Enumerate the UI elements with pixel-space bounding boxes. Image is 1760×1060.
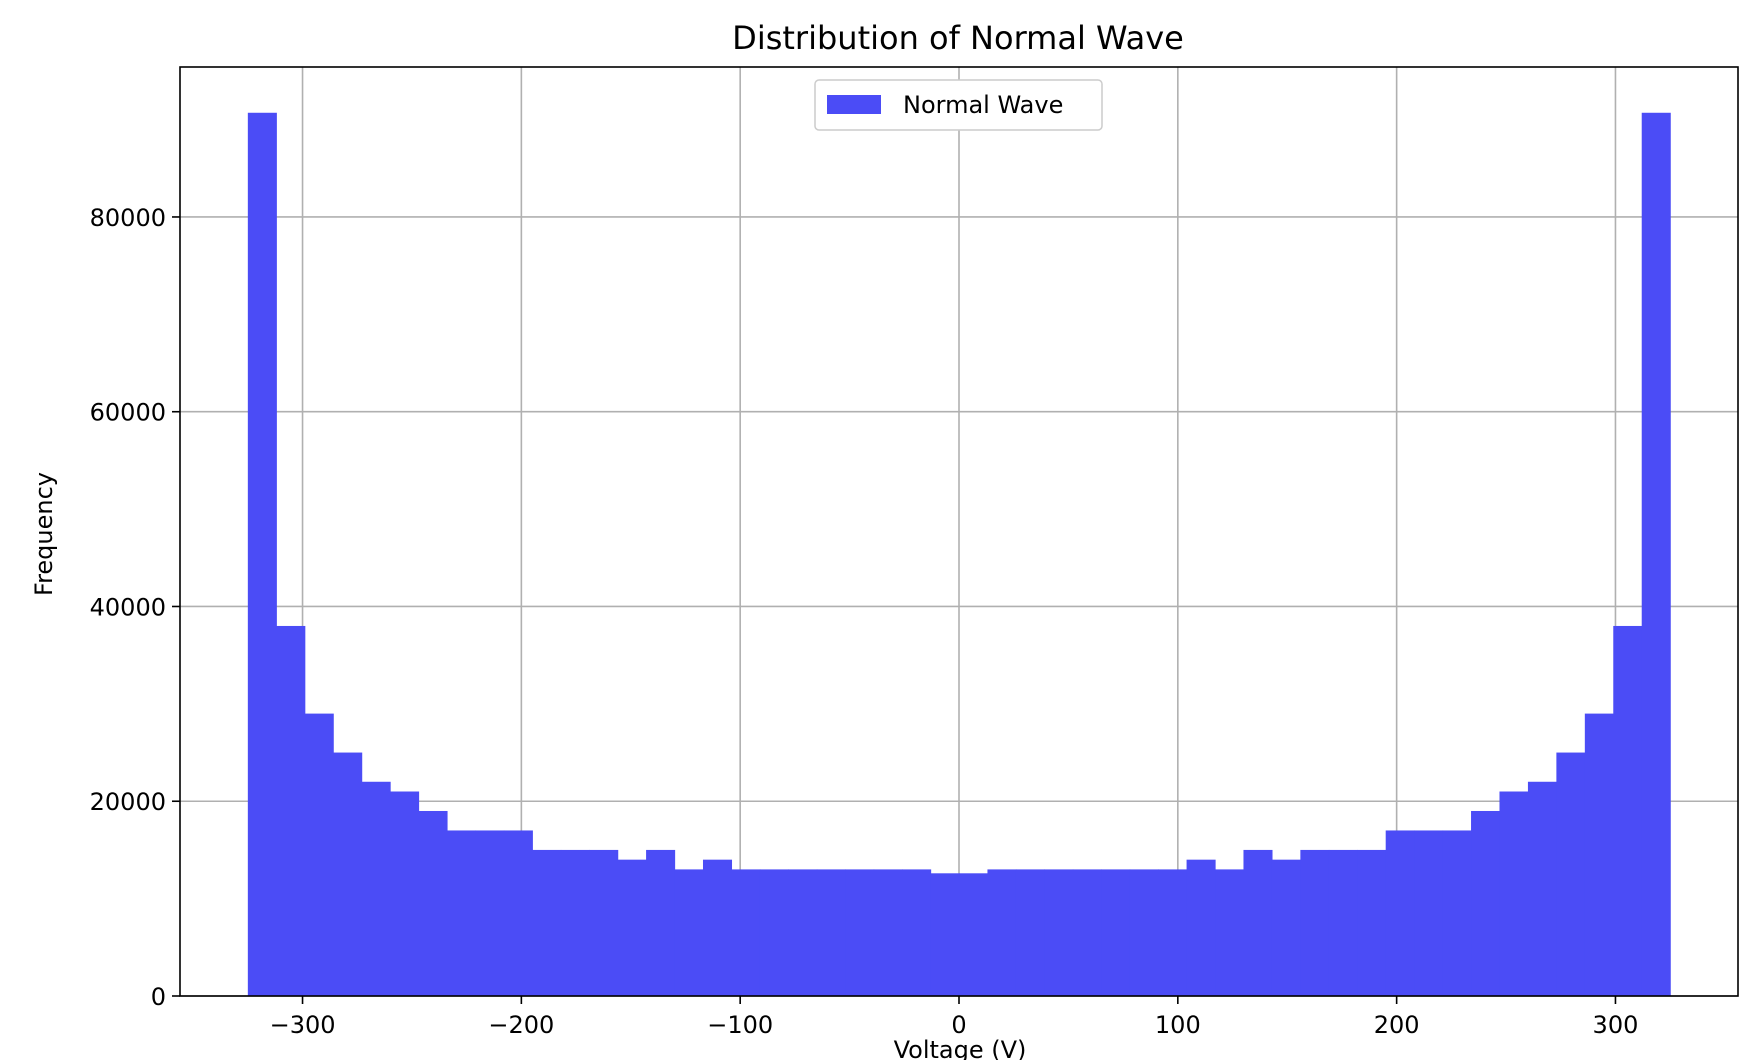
histogram-bar bbox=[1300, 849, 1330, 996]
x-tick-label: 0 bbox=[951, 1011, 966, 1039]
y-tick-label: 40000 bbox=[90, 593, 166, 621]
histogram-bar bbox=[1015, 869, 1045, 996]
histogram-bar bbox=[304, 713, 334, 996]
histogram-bar bbox=[1584, 713, 1614, 996]
histogram-bar bbox=[1442, 830, 1472, 996]
chart-title: Distribution of Normal Wave bbox=[732, 19, 1184, 57]
histogram-bar bbox=[1499, 791, 1529, 996]
x-tick-label: −300 bbox=[270, 1011, 336, 1039]
histogram-bar bbox=[1471, 810, 1501, 996]
ticks-layer: −300 −200 −100 0 100 200 300 0 20000 40000 60000 80… bbox=[90, 204, 1639, 1039]
histogram-bar bbox=[646, 849, 676, 996]
histogram-bar bbox=[1044, 869, 1074, 996]
x-axis-label: Voltage (V) bbox=[894, 1036, 1027, 1060]
y-axis-label: Frequency bbox=[30, 472, 58, 596]
histogram-bar bbox=[702, 859, 733, 996]
histogram-bar bbox=[333, 752, 363, 996]
histogram-bar bbox=[1186, 859, 1216, 996]
legend-label: Normal Wave bbox=[903, 91, 1063, 119]
histogram-bar bbox=[1101, 869, 1131, 996]
legend: Normal Wave bbox=[814, 79, 1103, 131]
histogram-bar bbox=[845, 869, 875, 996]
histogram-bar bbox=[1556, 752, 1586, 996]
histogram-bar bbox=[276, 625, 306, 996]
histogram-bar bbox=[1357, 849, 1387, 996]
histogram-bar bbox=[1385, 830, 1415, 996]
histogram-bar bbox=[475, 830, 505, 996]
histogram-bar bbox=[361, 781, 391, 996]
histogram-bar bbox=[1243, 849, 1273, 996]
histogram-bar bbox=[560, 849, 590, 996]
histogram-bar bbox=[1527, 781, 1557, 996]
grid-layer bbox=[180, 67, 1738, 997]
histogram-bar bbox=[731, 869, 761, 996]
histogram-bar bbox=[816, 869, 846, 996]
y-tick-label: 0 bbox=[151, 983, 166, 1011]
histogram-bar bbox=[987, 869, 1017, 996]
histogram-bar bbox=[1613, 625, 1643, 996]
histogram-bar bbox=[532, 849, 562, 996]
x-tick-label: −100 bbox=[707, 1011, 773, 1039]
histogram-bar bbox=[1271, 859, 1301, 996]
axes-frame bbox=[179, 66, 1739, 997]
histogram-bar bbox=[589, 849, 619, 996]
x-tick-label: −200 bbox=[488, 1011, 554, 1039]
histogram-bar bbox=[1414, 830, 1444, 996]
x-tick-label: 100 bbox=[1155, 1011, 1201, 1039]
histogram-bar bbox=[1072, 869, 1102, 996]
histogram-bar bbox=[959, 873, 989, 996]
histogram-bar bbox=[1328, 849, 1358, 996]
y-tick-label: 80000 bbox=[90, 204, 166, 232]
histogram-bar bbox=[247, 112, 277, 997]
histogram-bar bbox=[446, 830, 477, 996]
histogram-bar bbox=[873, 869, 903, 996]
y-tick-label: 60000 bbox=[90, 399, 166, 427]
histogram-bar bbox=[759, 869, 789, 996]
histogram-bar bbox=[1158, 869, 1188, 996]
histogram-bar bbox=[788, 869, 818, 996]
histogram-bar bbox=[617, 859, 647, 996]
histogram-bar bbox=[930, 873, 960, 996]
histogram-bar bbox=[418, 810, 448, 996]
legend-swatch bbox=[827, 95, 881, 114]
legend-box bbox=[814, 79, 1103, 131]
y-tick-label: 20000 bbox=[90, 788, 166, 816]
histogram-bar bbox=[390, 791, 420, 996]
histogram-bar bbox=[1641, 112, 1671, 997]
histogram-bar bbox=[503, 830, 533, 996]
histogram-bar bbox=[1215, 869, 1245, 996]
histogram-bar bbox=[902, 869, 932, 996]
x-tick-label: 300 bbox=[1593, 1011, 1639, 1039]
x-tick-label: 200 bbox=[1374, 1011, 1420, 1039]
bars-layer bbox=[247, 112, 1671, 997]
histogram-bar bbox=[1129, 869, 1159, 996]
histogram-bar bbox=[674, 869, 704, 996]
